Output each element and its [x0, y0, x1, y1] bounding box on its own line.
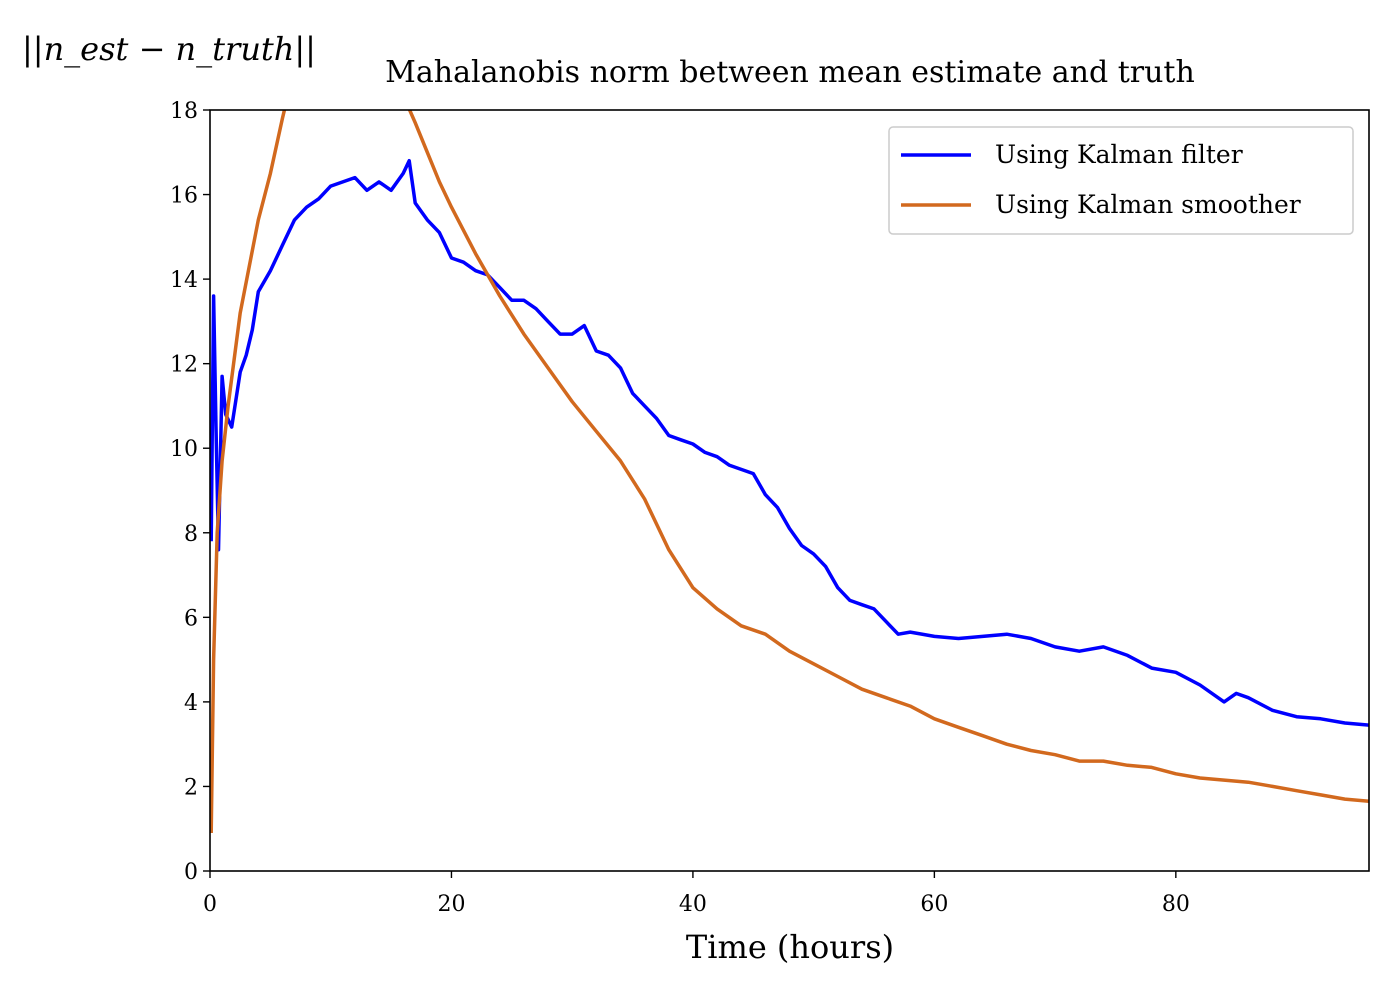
x-tick-label: 60 — [920, 892, 948, 917]
legend-label: Using Kalman filter — [995, 140, 1243, 169]
legend-label: Using Kalman smoother — [995, 190, 1301, 219]
y-tick-label: 12 — [170, 353, 198, 378]
y-axis-label: ||n_est − n_truth|| — [22, 30, 316, 68]
data-line — [210, 110, 1369, 834]
y-tick-label: 14 — [170, 268, 198, 293]
x-tick-label: 20 — [437, 892, 465, 917]
x-tick-label: 0 — [203, 892, 217, 917]
y-tick-label: 4 — [184, 691, 198, 716]
x-tick-label: 40 — [679, 892, 707, 917]
x-axis-label: Time (hours) — [686, 928, 894, 966]
chart-title: Mahalanobis norm between mean estimate a… — [385, 55, 1195, 90]
data-line — [210, 158, 1369, 727]
y-tick-label: 8 — [184, 522, 198, 547]
plot-frame — [209, 109, 1370, 872]
y-tick-label: 16 — [170, 184, 198, 209]
plot-lines — [210, 110, 1369, 834]
y-tick-label: 18 — [170, 99, 198, 124]
y-tick-label: 0 — [184, 860, 198, 885]
y-tick-label: 2 — [184, 775, 198, 800]
legend-box — [888, 126, 1354, 235]
y-tick-label: 6 — [184, 606, 198, 631]
y-tick-label: 10 — [170, 437, 198, 462]
x-tick-label: 80 — [1162, 892, 1190, 917]
